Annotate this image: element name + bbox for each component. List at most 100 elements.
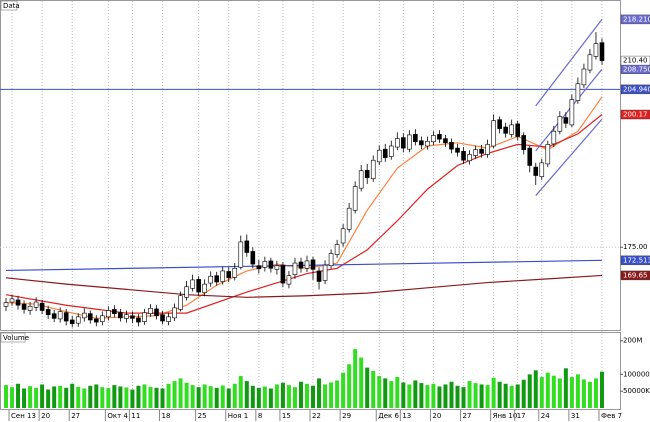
candle-body bbox=[63, 312, 69, 322]
candle-body bbox=[136, 317, 141, 323]
candle-body bbox=[39, 302, 45, 311]
pane-label-box bbox=[0, 332, 26, 343]
candle-body bbox=[292, 262, 298, 275]
volume-bar bbox=[166, 383, 171, 408]
volume-bar bbox=[172, 381, 177, 408]
volume-bar bbox=[581, 379, 586, 408]
volume-bar bbox=[136, 385, 141, 408]
volume-bar bbox=[443, 384, 448, 408]
indicator-line bbox=[535, 118, 603, 196]
candle-body bbox=[328, 253, 334, 266]
x-tick-label: Сен 13 bbox=[11, 412, 36, 420]
volume-bar bbox=[359, 357, 364, 408]
indicator-line bbox=[5, 274, 603, 298]
x-tick-label: 11 bbox=[131, 412, 140, 420]
candle-body bbox=[190, 279, 195, 289]
volume-bar bbox=[311, 385, 316, 408]
hline-label: 204.9400 bbox=[623, 85, 650, 93]
candle-body bbox=[419, 140, 424, 146]
volume-bar bbox=[551, 375, 556, 408]
x-tick-label: 17 bbox=[517, 412, 526, 420]
candle-body bbox=[298, 261, 304, 269]
x-tick-label: 15 bbox=[282, 412, 291, 420]
candle-body bbox=[75, 316, 81, 324]
candle-body bbox=[545, 144, 551, 165]
candle-body bbox=[148, 308, 153, 314]
volume-bar bbox=[202, 384, 207, 408]
volume-bar bbox=[461, 387, 466, 408]
volume-bar bbox=[178, 378, 183, 408]
candle-body bbox=[527, 147, 533, 166]
candle-body bbox=[461, 150, 466, 161]
candle-body bbox=[94, 318, 99, 323]
indicator-label: 169.65 bbox=[623, 271, 648, 279]
volume-bar bbox=[575, 374, 580, 408]
volume-bar bbox=[473, 383, 478, 408]
indicator-label: 172.5130 bbox=[623, 256, 650, 264]
candle-body bbox=[100, 315, 105, 322]
candle-body bbox=[112, 309, 117, 314]
candle-body bbox=[551, 130, 557, 145]
candle-body bbox=[382, 148, 388, 158]
price-pane-title: Data bbox=[3, 2, 20, 10]
volume-bar bbox=[10, 387, 15, 408]
volume-bar bbox=[256, 387, 261, 408]
candle-body bbox=[286, 275, 292, 285]
volume-bar bbox=[587, 381, 592, 408]
volume-bar bbox=[208, 386, 213, 408]
last-close-label-box bbox=[620, 55, 650, 66]
candle-body bbox=[358, 170, 364, 189]
volume-bar bbox=[491, 377, 496, 408]
volume-bar bbox=[70, 383, 75, 408]
candle-body bbox=[87, 313, 93, 321]
candle-body bbox=[479, 148, 484, 154]
volume-bar bbox=[527, 374, 532, 408]
candle-body bbox=[401, 137, 406, 149]
volume-bar bbox=[112, 385, 117, 408]
candle-body bbox=[106, 310, 111, 318]
candle-body bbox=[533, 166, 539, 176]
x-tick-label: 8 bbox=[258, 412, 262, 420]
volume-bar bbox=[401, 382, 406, 408]
candle-body bbox=[256, 265, 262, 270]
candle-body bbox=[370, 159, 376, 179]
candle-body bbox=[33, 301, 39, 308]
volume-bar bbox=[28, 386, 33, 408]
volume-bar bbox=[317, 378, 322, 408]
indicator-label: 218.2100 bbox=[623, 15, 650, 23]
x-tick-label: Янв 10 bbox=[493, 412, 518, 420]
candle-body bbox=[437, 134, 442, 140]
volume-bar bbox=[196, 387, 201, 408]
volume-bar bbox=[515, 384, 520, 408]
volume-bar bbox=[413, 380, 418, 408]
candle-body bbox=[27, 305, 33, 311]
candle-body bbox=[581, 68, 587, 86]
candle-body bbox=[154, 308, 159, 317]
x-tick-label: 27 bbox=[463, 412, 472, 420]
candle-body bbox=[232, 268, 238, 278]
pane-label-box bbox=[0, 0, 18, 11]
volume-bar bbox=[16, 383, 21, 408]
volume-bar bbox=[371, 371, 376, 408]
x-tick-label: 27 bbox=[71, 412, 80, 420]
volume-bar bbox=[305, 383, 309, 408]
candle-body bbox=[178, 295, 183, 310]
x-tick-label: Фев 7 bbox=[601, 412, 622, 420]
price-panel-frame bbox=[0, 0, 621, 331]
volume-bar bbox=[286, 385, 291, 408]
candle-body bbox=[69, 319, 75, 324]
candle-body bbox=[346, 207, 352, 230]
volume-bar bbox=[479, 384, 484, 408]
volume-bar bbox=[106, 388, 111, 408]
candle-body bbox=[280, 264, 286, 284]
volume-bar bbox=[593, 378, 598, 408]
candle-body bbox=[142, 312, 147, 322]
volume-bar bbox=[58, 385, 63, 408]
candle-body bbox=[9, 298, 15, 303]
volume-panel-frame bbox=[0, 332, 621, 410]
candle-body bbox=[172, 307, 177, 319]
candle-body bbox=[503, 126, 508, 134]
volume-bar bbox=[76, 386, 81, 408]
volume-bar bbox=[124, 387, 129, 408]
